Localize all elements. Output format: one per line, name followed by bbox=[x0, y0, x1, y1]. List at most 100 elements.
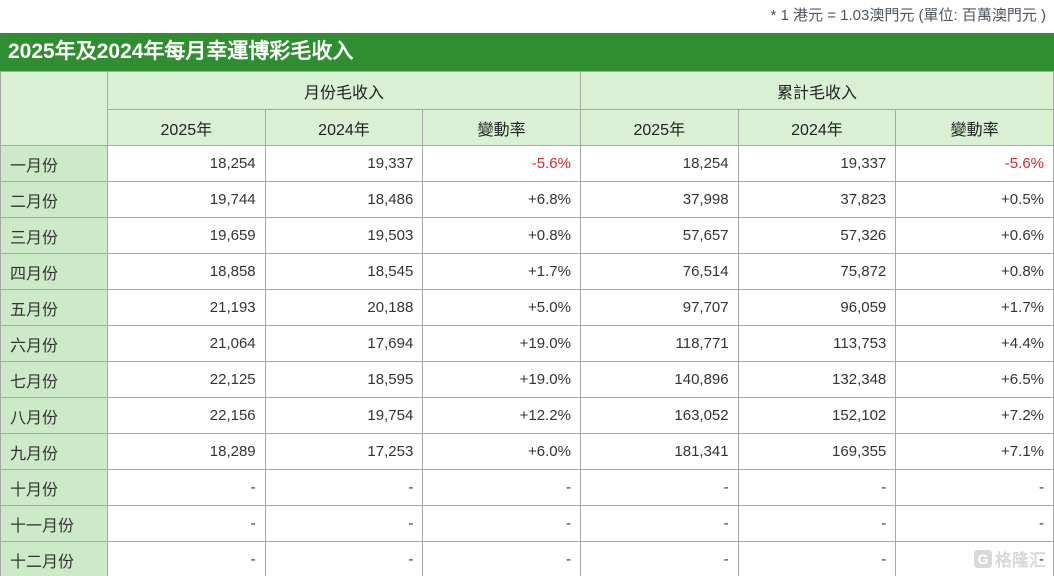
month-label: 一月份 bbox=[0, 145, 108, 182]
monthly-change-cell: +12.2% bbox=[422, 397, 581, 434]
group-header-monthly: 月份毛收入 bbox=[107, 71, 581, 110]
monthly-2024-cell: 19,754 bbox=[264, 397, 424, 434]
table-row: 六月份 21,064 17,694 +19.0% 118,771 113,753 +4.4% bbox=[0, 325, 1054, 362]
month-label: 六月份 bbox=[0, 325, 108, 362]
monthly-2024-cell: 18,595 bbox=[264, 361, 424, 398]
cumulative-change-cell: +0.8% bbox=[895, 253, 1054, 290]
cumulative-change-cell: +4.4% bbox=[895, 325, 1054, 362]
cumulative-2025-cell: 97,707 bbox=[579, 289, 739, 326]
month-label: 十二月份 bbox=[0, 541, 108, 576]
cumulative-2025-cell: 118,771 bbox=[579, 325, 739, 362]
monthly-2024-cell: - bbox=[264, 505, 424, 542]
table-row: 四月份 18,858 18,545 +1.7% 76,514 75,872 +0.8% bbox=[0, 253, 1054, 290]
monthly-2024-cell: 20,188 bbox=[264, 289, 424, 326]
cumulative-2024-cell: 113,753 bbox=[737, 325, 897, 362]
cumulative-2024-cell: - bbox=[737, 505, 897, 542]
monthly-change-cell: +6.8% bbox=[422, 181, 581, 218]
month-label: 十一月份 bbox=[0, 505, 108, 542]
monthly-2024-cell: 19,337 bbox=[264, 145, 424, 182]
month-label: 七月份 bbox=[0, 361, 108, 398]
month-label: 十月份 bbox=[0, 469, 108, 506]
monthly-2025-cell: - bbox=[107, 541, 266, 576]
cumulative-change-cell: -5.6% bbox=[895, 145, 1054, 182]
table-row: 十二月份 - - - - - - bbox=[0, 541, 1054, 576]
monthly-2024-cell: 17,253 bbox=[264, 433, 424, 470]
cumulative-2025-cell: 37,998 bbox=[579, 181, 739, 218]
watermark: G 格隆汇 bbox=[974, 546, 1046, 571]
table-row: 八月份 22,156 19,754 +12.2% 163,052 152,102 +7.2% bbox=[0, 397, 1054, 434]
month-label: 五月份 bbox=[0, 289, 108, 326]
monthly-change-cell: +1.7% bbox=[422, 253, 581, 290]
sub-header-row: 2025年 2024年 變動率 2025年 2024年 變動率 bbox=[1, 109, 1054, 146]
cumulative-2025-cell: 181,341 bbox=[579, 433, 739, 470]
monthly-change-cell: -5.6% bbox=[422, 145, 581, 182]
page-title: 2025年及2024年每月幸運博彩毛收入 bbox=[0, 33, 1054, 71]
col-header-monthly-2025: 2025年 bbox=[107, 109, 266, 146]
cumulative-2025-cell: 18,254 bbox=[579, 145, 739, 182]
monthly-change-cell: +0.8% bbox=[422, 217, 581, 254]
watermark-text: 格隆汇 bbox=[995, 551, 1046, 570]
watermark-logo-icon: G bbox=[974, 549, 992, 568]
monthly-2025-cell: 22,125 bbox=[107, 361, 266, 398]
monthly-2025-cell: - bbox=[107, 505, 266, 542]
cumulative-change-cell: +0.6% bbox=[895, 217, 1054, 254]
monthly-change-cell: - bbox=[422, 541, 581, 576]
table-row: 九月份 18,289 17,253 +6.0% 181,341 169,355 +7.1% bbox=[0, 433, 1054, 470]
cumulative-2024-cell: 57,326 bbox=[737, 217, 897, 254]
cumulative-2025-cell: - bbox=[579, 541, 739, 576]
monthly-2024-cell: 18,545 bbox=[264, 253, 424, 290]
col-header-monthly-change: 變動率 bbox=[422, 109, 581, 146]
monthly-2024-cell: 18,486 bbox=[264, 181, 424, 218]
cumulative-2024-cell: 152,102 bbox=[737, 397, 897, 434]
cumulative-2024-cell: 19,337 bbox=[737, 145, 897, 182]
cumulative-2024-cell: 37,823 bbox=[737, 181, 897, 218]
cumulative-2025-cell: 76,514 bbox=[579, 253, 739, 290]
cumulative-change-cell: +7.2% bbox=[895, 397, 1054, 434]
monthly-2025-cell: 21,193 bbox=[107, 289, 266, 326]
monthly-2025-cell: 21,064 bbox=[107, 325, 266, 362]
monthly-2025-cell: 18,289 bbox=[107, 433, 266, 470]
col-header-cumulative-2024: 2024年 bbox=[737, 109, 897, 146]
table-row: 十月份 - - - - - - bbox=[0, 469, 1054, 506]
monthly-change-cell: +5.0% bbox=[422, 289, 581, 326]
cumulative-change-cell: +7.1% bbox=[895, 433, 1054, 470]
monthly-2024-cell: 19,503 bbox=[264, 217, 424, 254]
group-header-cumulative: 累計毛收入 bbox=[579, 71, 1054, 110]
month-label: 二月份 bbox=[0, 181, 108, 218]
monthly-2025-cell: 19,744 bbox=[107, 181, 266, 218]
monthly-change-cell: +19.0% bbox=[422, 325, 581, 362]
monthly-2025-cell: 18,254 bbox=[107, 145, 266, 182]
cumulative-2025-cell: 163,052 bbox=[579, 397, 739, 434]
monthly-2025-cell: - bbox=[107, 469, 266, 506]
table-row: 二月份 19,744 18,486 +6.8% 37,998 37,823 +0.5% bbox=[0, 181, 1054, 218]
exchange-rate-note: * 1 港元 = 1.03澳門元 (單位: 百萬澳門元 ) bbox=[770, 7, 1046, 24]
cumulative-2024-cell: 75,872 bbox=[737, 253, 897, 290]
monthly-change-cell: - bbox=[422, 505, 581, 542]
monthly-change-cell: +6.0% bbox=[422, 433, 581, 470]
group-header-row: 月份毛收入 累計毛收入 bbox=[0, 71, 1054, 146]
table-row: 一月份 18,254 19,337 -5.6% 18,254 19,337 -5.6% bbox=[0, 145, 1054, 182]
col-header-monthly-2024: 2024年 bbox=[264, 109, 424, 146]
monthly-2024-cell: 17,694 bbox=[264, 325, 424, 362]
monthly-2025-cell: 22,156 bbox=[107, 397, 266, 434]
gross-revenue-table: 月份毛收入 累計毛收入 2025年 2024年 變動率 2025年 2024年 … bbox=[0, 71, 1054, 576]
cumulative-2024-cell: 132,348 bbox=[737, 361, 897, 398]
monthly-2024-cell: - bbox=[264, 541, 424, 576]
cumulative-change-cell: +0.5% bbox=[895, 181, 1054, 218]
cumulative-2024-cell: 96,059 bbox=[737, 289, 897, 326]
col-header-cumulative-2025: 2025年 bbox=[579, 109, 739, 146]
table-row: 五月份 21,193 20,188 +5.0% 97,707 96,059 +1.7% bbox=[0, 289, 1054, 326]
monthly-2025-cell: 19,659 bbox=[107, 217, 266, 254]
cumulative-2024-cell: - bbox=[737, 541, 897, 576]
table-row: 三月份 19,659 19,503 +0.8% 57,657 57,326 +0.6% bbox=[0, 217, 1054, 254]
month-label: 八月份 bbox=[0, 397, 108, 434]
cumulative-2025-cell: - bbox=[579, 469, 739, 506]
monthly-2024-cell: - bbox=[264, 469, 424, 506]
month-label: 三月份 bbox=[0, 217, 108, 254]
cumulative-2024-cell: - bbox=[737, 469, 897, 506]
monthly-2025-cell: 18,858 bbox=[107, 253, 266, 290]
col-header-cumulative-change: 變動率 bbox=[895, 109, 1054, 146]
monthly-change-cell: +19.0% bbox=[422, 361, 581, 398]
cumulative-2025-cell: 140,896 bbox=[579, 361, 739, 398]
